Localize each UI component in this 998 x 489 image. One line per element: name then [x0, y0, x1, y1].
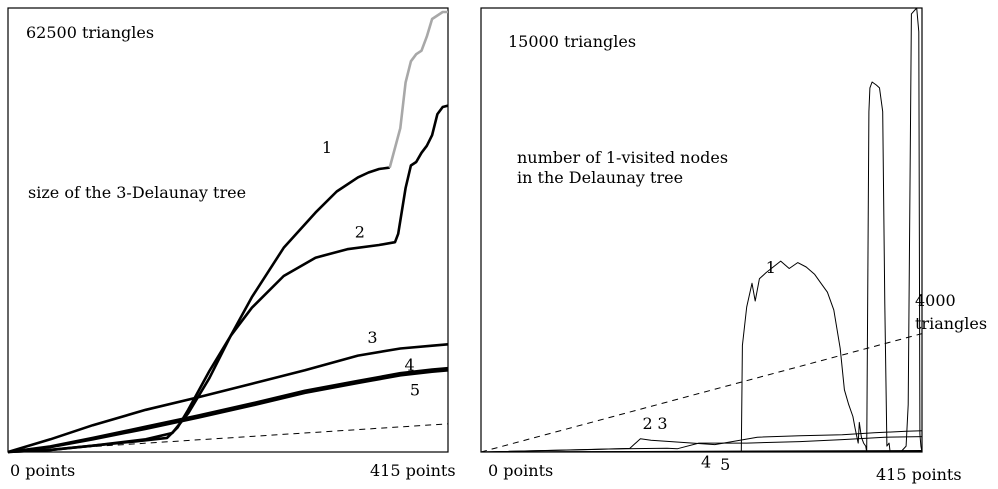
- plot-frame: [480, 7, 923, 453]
- curve-label-5: 5: [410, 381, 420, 400]
- reference-line-label-line-2: triangles: [915, 314, 987, 333]
- series-line-3: [7, 343, 449, 454]
- triangle-count-annotation: 15000 triangles: [508, 32, 636, 51]
- series-line-5: [480, 450, 923, 453]
- chart-caption: number of 1-visited nodes in the Delaunay…: [517, 148, 728, 187]
- curve-label-4: 4: [701, 452, 711, 471]
- curve-label-2: 2: [643, 414, 653, 433]
- curve-label-3: 3: [367, 328, 377, 347]
- series-group: 1 2 3 4 5: [7, 10, 449, 454]
- x-axis-start-label: 0 points: [10, 461, 75, 480]
- curve-label-1: 1: [322, 138, 332, 157]
- chart-panel-tree-size: 62500 triangles size of the 3-Delaunay t…: [7, 7, 456, 480]
- curve-label-5: 5: [720, 455, 730, 474]
- curve-label-4: 4: [405, 355, 415, 374]
- chart-caption-line-1: number of 1-visited nodes: [517, 148, 728, 167]
- x-axis-end-label: 415 points: [370, 461, 456, 480]
- curve-label-3: 3: [657, 414, 667, 433]
- triangle-count-annotation: 62500 triangles: [26, 23, 154, 42]
- reference-line-label: 4000 triangles: [915, 291, 987, 333]
- series-line-3: [480, 436, 923, 453]
- series-line-1: [481, 7, 923, 453]
- series-line-1-continued: [388, 10, 448, 168]
- x-axis-start-label: 0 points: [488, 461, 553, 480]
- reference-line: [7, 423, 449, 453]
- x-axis-end-label: 415 points: [876, 465, 962, 484]
- series-line-5: [7, 369, 449, 454]
- chart-panel-visited-nodes: 15000 triangles number of 1-visited node…: [480, 7, 987, 484]
- series-line-1: [7, 166, 390, 454]
- series-line-2: [7, 104, 449, 454]
- curve-label-2: 2: [355, 222, 365, 241]
- plot-frame: [7, 7, 449, 453]
- chart-caption-line-2: in the Delaunay tree: [517, 168, 683, 187]
- curve-label-1: 1: [766, 258, 776, 277]
- reference-line-label-line-1: 4000: [915, 291, 956, 310]
- chart-caption: size of the 3-Delaunay tree: [28, 183, 246, 202]
